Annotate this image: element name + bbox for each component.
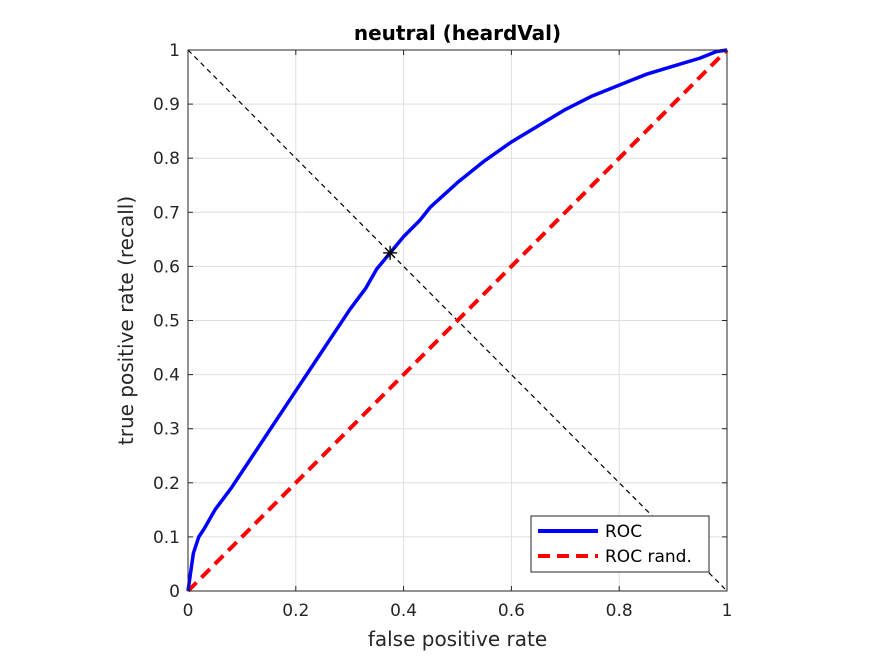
y-tick-label: 0.9 [153, 95, 180, 115]
legend-box [530, 515, 710, 573]
y-axis-label: true positive rate (recall) [114, 196, 138, 445]
operating-point-marker [383, 245, 398, 260]
axes [187, 49, 728, 592]
x-tick-label: 0.6 [498, 601, 525, 621]
x-tick-label: 0.4 [390, 601, 417, 621]
y-tick-label: 0.2 [153, 474, 180, 494]
series-roc-line [186, 48, 728, 592]
legend: ROC ROC rand. [530, 515, 710, 573]
x-tick-label: 0 [183, 601, 194, 621]
x-tick-label: 1 [722, 601, 733, 621]
tick-labels: 0 0.2 0.4 0.6 0.8 1 0 0.1 0.2 0.3 0.4 0.5 0.6 0.7 0.8 0… [153, 41, 732, 621]
y-tick-label: 0.5 [153, 312, 180, 332]
operating-point-layer [383, 245, 398, 260]
series-roc-rand-line [186, 48, 729, 593]
y-tick-label: 0 [169, 582, 180, 602]
series-layer [186, 48, 729, 593]
legend-label-roc-rand: ROC rand. [605, 547, 692, 567]
y-tick-label: 0.7 [153, 203, 180, 223]
legend-label-roc: ROC [605, 522, 642, 542]
y-tick-label: 1 [169, 41, 180, 61]
y-tick-label: 0.3 [153, 420, 180, 440]
y-tick-label: 0.1 [153, 528, 180, 548]
y-tick-label: 0.8 [153, 149, 180, 169]
x-axis-label: false positive rate [368, 627, 547, 651]
chart-title: neutral (heardVal) [354, 21, 561, 45]
x-tick-label: 0.2 [282, 601, 309, 621]
x-tick-label: 0.8 [606, 601, 633, 621]
y-tick-label: 0.6 [153, 257, 180, 277]
y-tick-label: 0.4 [153, 366, 180, 386]
